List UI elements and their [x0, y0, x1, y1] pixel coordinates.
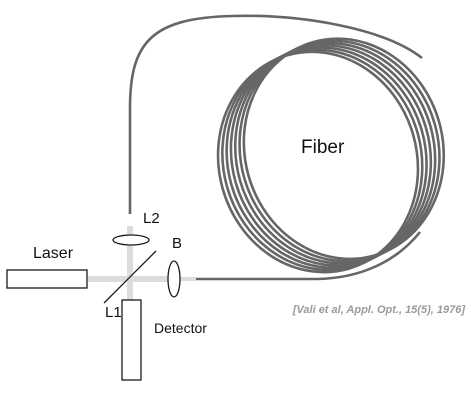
beam-splitter	[103, 250, 157, 304]
fiber-label: Fiber	[301, 137, 345, 158]
fiber-lead-top	[128, 14, 423, 214]
laser-box	[6, 269, 88, 289]
coil-turn	[242, 37, 446, 261]
fiber-coil	[216, 37, 446, 274]
l2-label: L2	[143, 210, 160, 227]
detector-box	[121, 299, 142, 381]
lens-b	[167, 260, 181, 298]
b-label: B	[172, 235, 182, 252]
lens-l2	[112, 234, 150, 246]
citation-text: [Vali et al, Appl. Opt., 15(5), 1976]	[292, 304, 466, 316]
detector-label: Detector	[154, 320, 207, 336]
laser-label: Laser	[33, 245, 74, 262]
l1-label: L1	[105, 304, 122, 321]
fiber-lead-bottom	[196, 231, 422, 281]
